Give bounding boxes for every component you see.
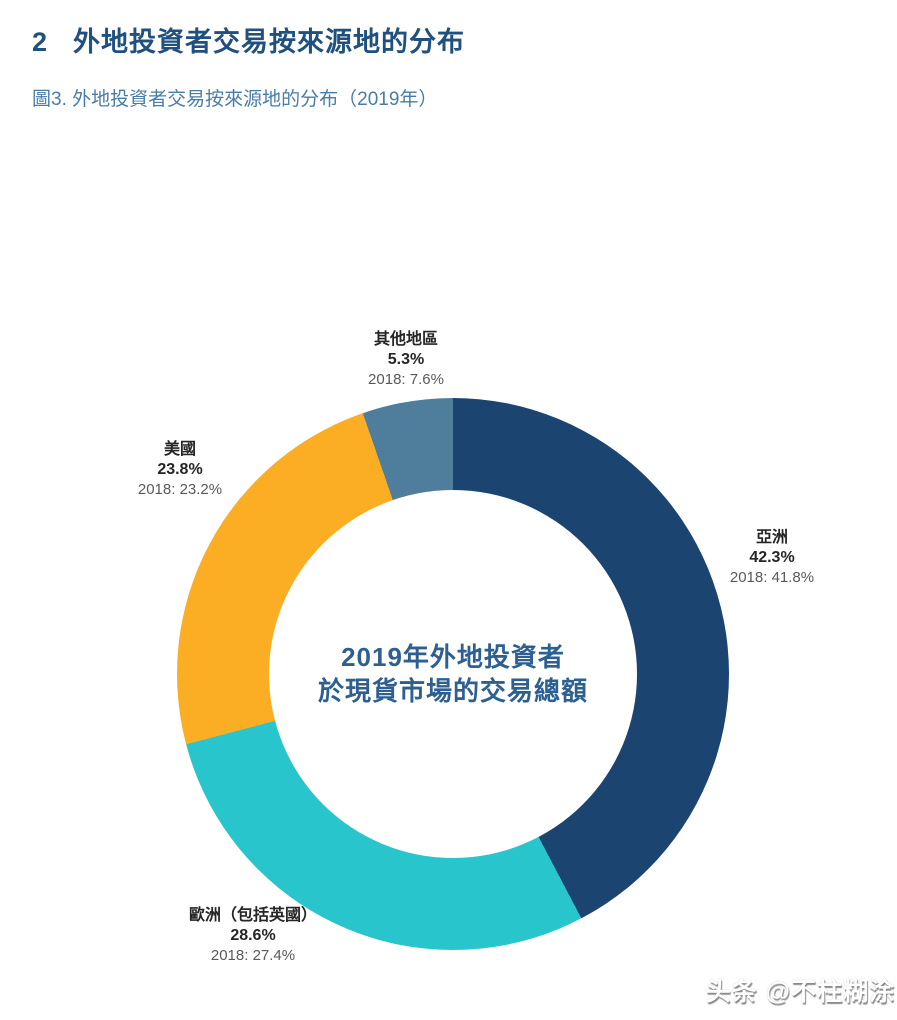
segment-prev-year-value: 2018: 23.2% (137, 481, 223, 498)
donut-hole: 2019年外地投資者 於現貨市場的交易總額 (269, 490, 637, 858)
section-number: 2 (32, 27, 49, 57)
segment-name: 歐洲（包括英國） (188, 907, 317, 924)
page-title: 2 外地投資者交易按來源地的分布 (32, 20, 465, 59)
section-title-text: 外地投資者交易按來源地的分布 (73, 27, 466, 57)
segment-label-asia: 亞洲 42.3% 2018: 41.8% (686, 528, 858, 588)
segment-prev-year-value: 2018: 27.4% (210, 947, 296, 964)
segment-value: 5.3% (387, 351, 425, 368)
donut-center-title: 2019年外地投資者 於現貨市場的交易總額 (318, 640, 588, 708)
segment-label-us: 美國 23.8% 2018: 23.2% (97, 440, 263, 500)
donut-center-title-line2: 於現貨市場的交易總額 (317, 676, 588, 706)
segment-name: 其他地區 (373, 331, 438, 348)
segment-prev-year-value: 2018: 7.6% (368, 371, 444, 388)
segment-name: 美國 (163, 441, 196, 458)
segment-name: 亞洲 (755, 529, 788, 546)
figure-caption: 圖3. 外地投資者交易按來源地的分布（2019年） (32, 89, 438, 110)
segment-label-europe: 歐洲（包括英國） 28.6% 2018: 27.4% (133, 906, 373, 966)
watermark: 头条 @不柱糊涂 (705, 978, 895, 1006)
segment-value: 42.3% (749, 549, 795, 566)
donut-chart: 2019年外地投資者 於現貨市場的交易總額 (177, 398, 729, 950)
segment-value: 28.6% (230, 927, 276, 944)
segment-value: 23.8% (157, 461, 203, 478)
donut-center-title-line1: 2019年外地投資者 (341, 642, 565, 672)
segment-prev-year-value: 2018: 41.8% (729, 569, 815, 586)
segment-label-other-regions: 其他地區 5.3% 2018: 7.6% (326, 330, 486, 390)
